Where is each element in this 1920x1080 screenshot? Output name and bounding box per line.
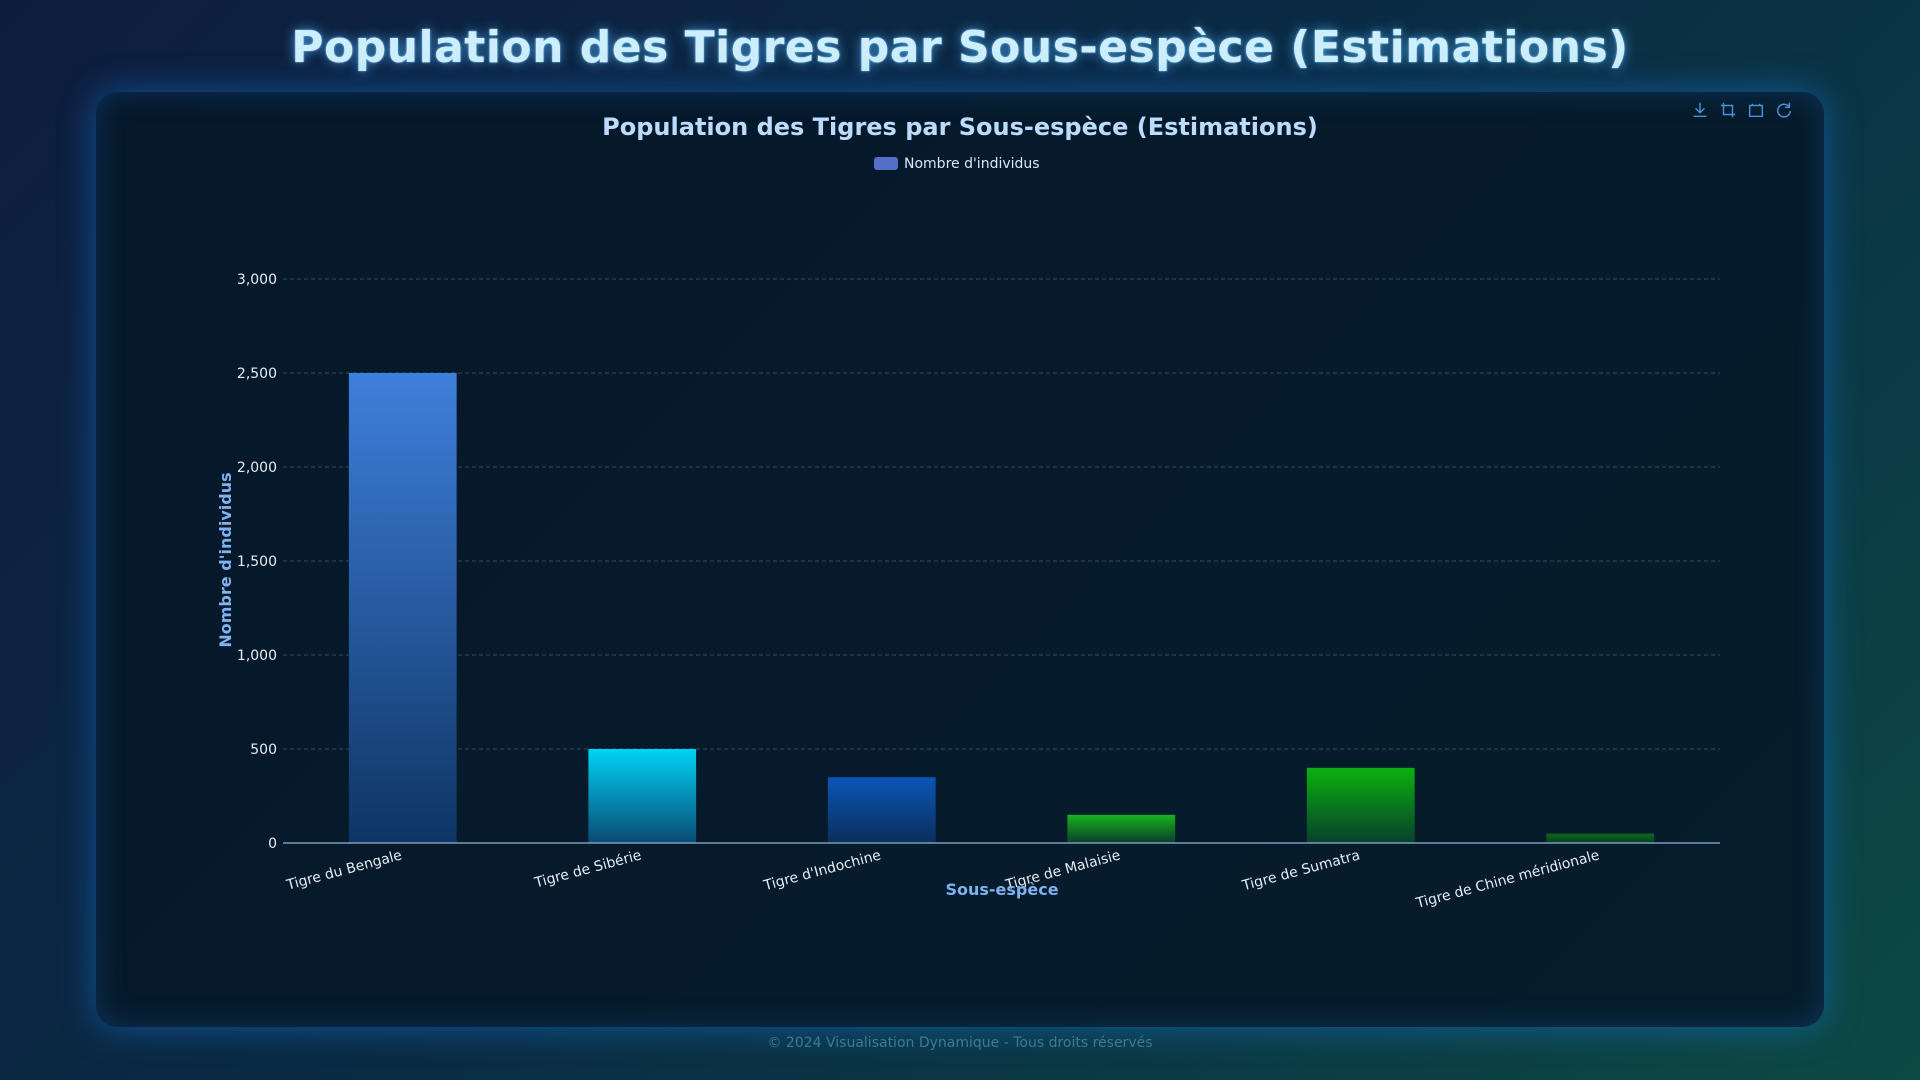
- y-axis-ticks: 0 500 1,000 1,500 2,000 2,500 3,000: [237, 272, 277, 852]
- crop-icon[interactable]: [1718, 100, 1738, 120]
- y-tick-label: 1,000: [237, 648, 277, 664]
- y-tick-label: 500: [250, 742, 277, 758]
- y-tick-label: 2,000: [237, 460, 277, 476]
- x-category-label: Tigre d'Indochine: [761, 847, 883, 894]
- x-axis-label: Sous-espèce: [945, 880, 1058, 899]
- x-category-label: Tigre de Sibérie: [532, 847, 643, 891]
- y-tick-label: 0: [268, 836, 277, 852]
- bar[interactable]: [827, 777, 936, 843]
- x-category-label: Tigre de Chine méridionale: [1414, 847, 1602, 912]
- chart-title: Population des Tigres par Sous-espèce (E…: [602, 113, 1318, 141]
- y-tick-label: 3,000: [237, 272, 277, 288]
- x-category-label: Tigre de Sumatra: [1240, 847, 1362, 894]
- bar[interactable]: [1067, 814, 1176, 843]
- refresh-icon[interactable]: [1774, 100, 1794, 120]
- bar[interactable]: [588, 749, 697, 843]
- chart-toolbox: [1690, 100, 1794, 120]
- x-category-label: Tigre du Bengale: [284, 847, 404, 893]
- bars: [348, 373, 1655, 843]
- legend[interactable]: Nombre d'individus: [874, 156, 1040, 172]
- legend-label[interactable]: Nombre d'individus: [904, 156, 1040, 172]
- x-axis-categories: Tigre du Bengale Tigre de Sibérie Tigre d'…: [284, 847, 1601, 912]
- bar[interactable]: [1306, 767, 1415, 843]
- restore-icon[interactable]: [1746, 100, 1766, 120]
- y-tick-label: 2,500: [237, 366, 277, 382]
- bar[interactable]: [348, 373, 457, 843]
- download-icon[interactable]: [1690, 100, 1710, 120]
- grid-lines: [283, 278, 1720, 750]
- page-title: Population des Tigres par Sous-espèce (E…: [291, 22, 1629, 73]
- legend-swatch[interactable]: [874, 157, 898, 170]
- bar[interactable]: [1546, 833, 1655, 843]
- y-tick-label: 1,500: [237, 554, 277, 570]
- footer-copyright: © 2024 Visualisation Dynamique - Tous dr…: [767, 1035, 1153, 1051]
- y-axis-label: Nombre d'individus: [216, 472, 235, 647]
